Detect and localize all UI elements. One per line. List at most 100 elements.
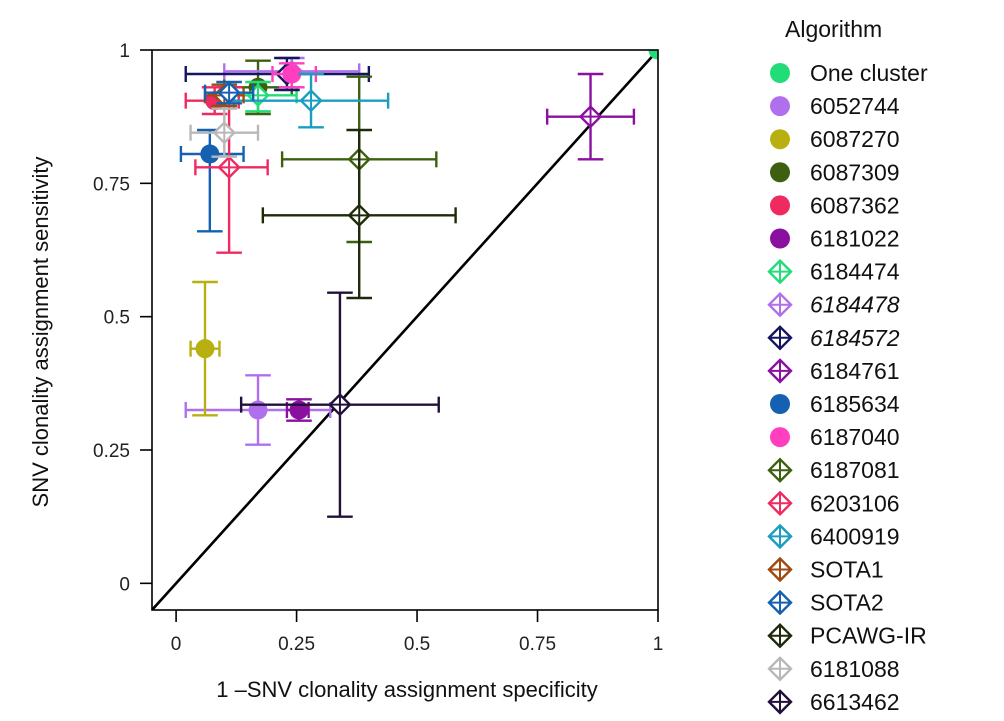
legend-marker-diamond-cross xyxy=(769,492,791,515)
legend-label: One cluster xyxy=(810,60,928,86)
legend-label: 6203106 xyxy=(810,490,900,516)
x-tick-label: 0 xyxy=(171,634,182,655)
legend-marker-diamond-cross xyxy=(769,326,791,349)
axes: 0 0.25 0.5 0.75 1 0 0.25 0.5 0.75 1 xyxy=(93,41,663,655)
legend-item: 6181022 xyxy=(770,226,900,252)
legend-label: SOTA2 xyxy=(810,590,884,616)
legend-marker xyxy=(770,129,790,150)
legend-marker-diamond-cross xyxy=(769,624,791,647)
series-one-cluster xyxy=(648,50,658,60)
data-point xyxy=(195,339,215,359)
legend-marker-diamond-cross xyxy=(769,690,791,713)
legend-item: SOTA1 xyxy=(767,557,884,583)
legend-marker-diamond-cross xyxy=(769,459,791,482)
legend-item: 6613462 xyxy=(767,689,900,715)
data-point-diamond-cross xyxy=(329,394,350,415)
series-sota2 xyxy=(203,80,255,105)
series-6613462 xyxy=(239,291,440,518)
y-tick-label: 1 xyxy=(119,41,130,62)
data-point xyxy=(200,144,220,164)
legend-marker-diamond-cross xyxy=(769,260,791,283)
legend-item: 6184478 xyxy=(767,292,900,318)
y-tick-label: 0.75 xyxy=(93,174,130,195)
legend-item: 6087309 xyxy=(770,159,900,185)
legend-item: 6185634 xyxy=(770,391,900,417)
data-point xyxy=(289,400,309,420)
series-6087270 xyxy=(189,280,221,417)
x-tick-label: 0.5 xyxy=(404,634,430,655)
legend-label: 6185634 xyxy=(810,391,900,417)
legend-label: 6181022 xyxy=(810,226,900,252)
x-tick-label: 0.25 xyxy=(278,634,315,655)
legend: Algorithm One cluster 6052744 6087270 60873… xyxy=(767,16,928,715)
legend-label: 6187081 xyxy=(810,457,900,483)
legend-marker xyxy=(770,162,790,183)
y-tick-label: 0.25 xyxy=(93,441,130,462)
legend-label: 6184572 xyxy=(810,325,900,351)
legend-label: 6400919 xyxy=(810,523,900,549)
legend-label: 6184761 xyxy=(810,358,900,384)
legend-marker-diamond-cross xyxy=(769,657,791,680)
series-6185634 xyxy=(179,128,245,233)
series-pcawg-ir xyxy=(261,128,457,300)
legend-marker-diamond-cross xyxy=(769,591,791,614)
data-point xyxy=(648,50,658,60)
legend-marker-diamond-cross xyxy=(769,359,791,382)
legend-marker xyxy=(770,394,790,414)
legend-label: SOTA1 xyxy=(810,557,884,583)
legend-item: One cluster xyxy=(770,60,928,86)
legend-item: 6181088 xyxy=(767,656,900,682)
series-6184761 xyxy=(545,72,636,161)
legend-title: Algorithm xyxy=(785,16,882,42)
diagonal-line xyxy=(152,50,658,610)
legend-marker-diamond-cross xyxy=(769,558,791,581)
legend-item: 6187081 xyxy=(767,457,900,483)
legend-marker xyxy=(770,427,790,448)
legend-label: PCAWG-IR xyxy=(810,623,927,649)
legend-item: 6187040 xyxy=(770,424,900,450)
legend-item: 6087270 xyxy=(770,126,900,152)
legend-marker-diamond-cross xyxy=(769,525,791,548)
legend-item: SOTA2 xyxy=(767,590,884,616)
data-point-diamond-cross xyxy=(219,82,240,103)
series-6400919 xyxy=(232,72,390,129)
legend-label: 6181088 xyxy=(810,656,900,682)
legend-item: 6400919 xyxy=(767,523,900,549)
legend-item: 6087362 xyxy=(770,192,900,218)
legend-marker xyxy=(770,96,790,117)
data-point xyxy=(282,64,302,84)
legend-item: 6203106 xyxy=(767,490,900,516)
legend-marker xyxy=(770,195,790,216)
data-point-diamond-cross xyxy=(301,90,322,111)
x-axis-title: 1 –SNV clonality assignment specificity xyxy=(216,677,598,702)
plot-frame xyxy=(151,49,659,611)
legend-marker xyxy=(770,63,790,83)
data-point-diamond-cross xyxy=(349,205,370,226)
legend-marker-diamond-cross xyxy=(769,293,791,316)
y-tick-label: 0.5 xyxy=(104,308,130,329)
y-tick-label: 0 xyxy=(119,574,130,595)
legend-label: 6184478 xyxy=(810,292,900,318)
legend-item: 6052744 xyxy=(770,93,900,119)
legend-item: PCAWG-IR xyxy=(767,623,927,649)
legend-label: 6187040 xyxy=(810,424,900,450)
x-tick-label: 1 xyxy=(653,634,664,655)
y-axis-title: SNV clonality assignment sensitivity xyxy=(28,157,53,508)
legend-label: 6613462 xyxy=(810,689,900,715)
series-6181088 xyxy=(189,107,260,158)
legend-label: 6087362 xyxy=(810,192,900,218)
legend-label: 6052744 xyxy=(810,93,900,119)
data-point-diamond-cross xyxy=(580,106,601,127)
data-point-diamond-cross xyxy=(219,157,240,178)
legend-item: 6184761 xyxy=(767,358,900,384)
legend-label: 6087309 xyxy=(810,159,900,185)
legend-marker xyxy=(770,228,790,249)
data-point-diamond-cross xyxy=(248,85,269,106)
series-6181022 xyxy=(285,398,312,422)
data-point-diamond-cross xyxy=(214,122,235,143)
x-tick-label: 0.75 xyxy=(519,634,556,655)
data-point xyxy=(248,400,268,420)
legend-item: 6184572 xyxy=(767,325,900,351)
legend-item: 6184474 xyxy=(767,259,900,285)
